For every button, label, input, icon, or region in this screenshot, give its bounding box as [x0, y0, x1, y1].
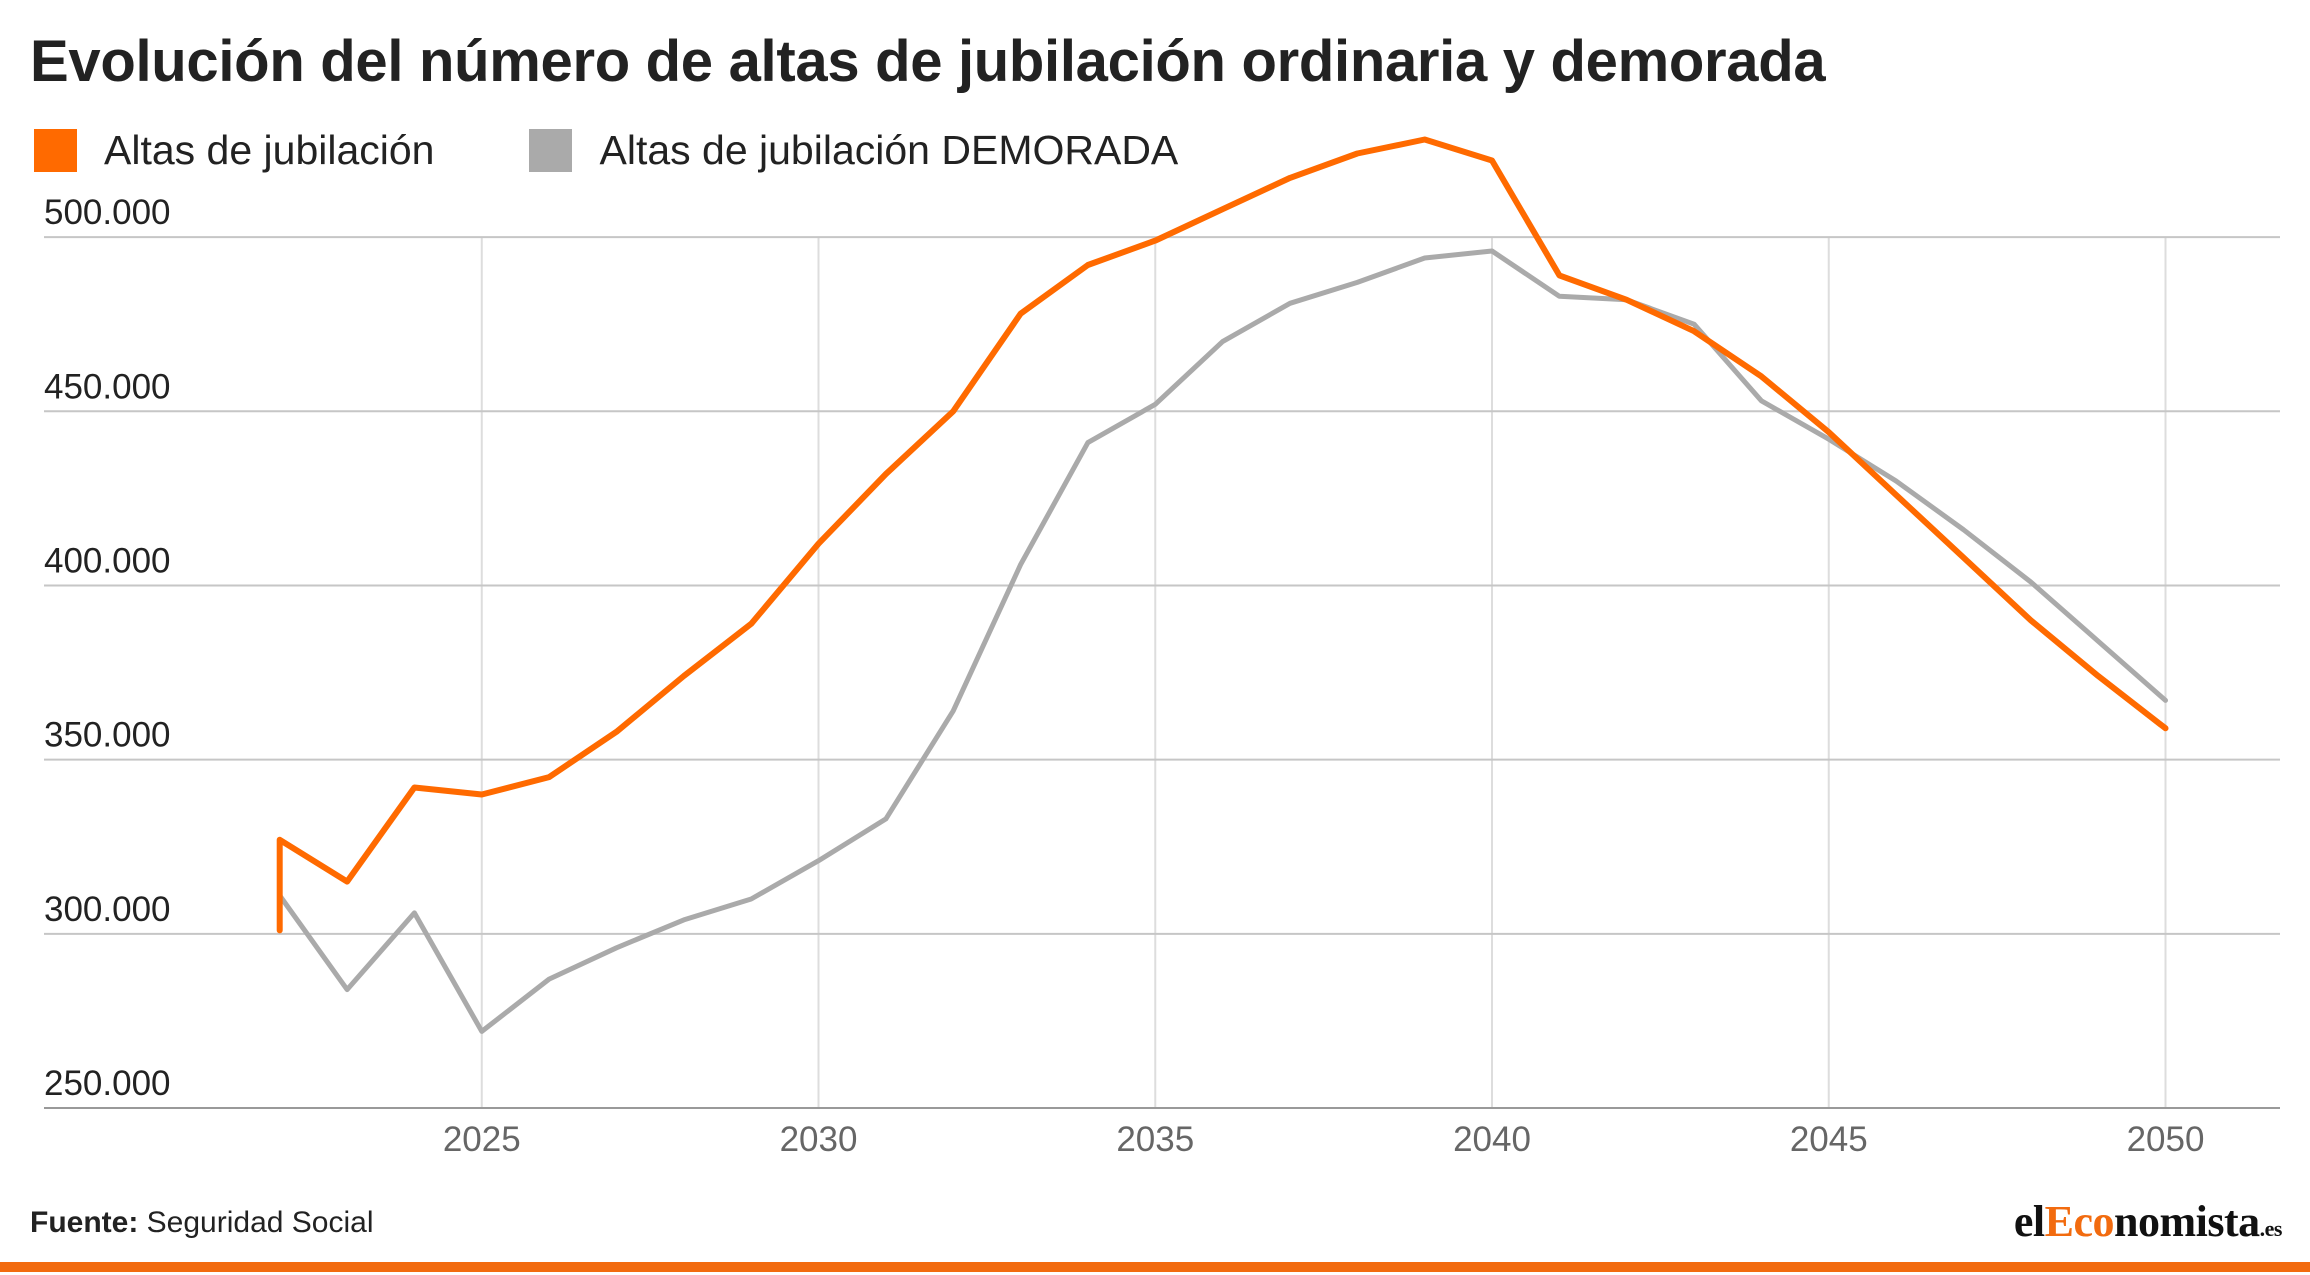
- brand-logo: elEconomista.es: [2013, 1197, 2283, 1246]
- x-tick-label: 2045: [1790, 1120, 1868, 1159]
- x-tick-label: 2030: [780, 1120, 858, 1159]
- source-value: Seguridad Social: [146, 1206, 374, 1239]
- x-tick-label: 2025: [443, 1120, 521, 1159]
- y-tick-label: 500.000: [44, 193, 171, 232]
- x-tick-label: 2040: [1453, 1120, 1531, 1159]
- x-tick-label: 2050: [2127, 1120, 2205, 1159]
- source-key: Fuente:: [30, 1206, 139, 1239]
- chart-title: Evolución del número de altas de jubilac…: [30, 29, 1826, 94]
- legend-swatch-altas: [34, 128, 77, 172]
- source-note: Fuente: Seguridad Social: [30, 1206, 374, 1240]
- y-tick-label: 400.000: [44, 541, 171, 580]
- legend-label-demorada: Altas de jubilación DEMORADA: [599, 126, 1179, 173]
- legend: Altas de jubilación Altas de jubilación …: [34, 120, 1273, 180]
- y-tick-label: 250.000: [44, 1064, 171, 1103]
- y-tick-label: 300.000: [44, 890, 171, 929]
- bottom-accent-bar: [0, 1262, 2310, 1272]
- y-tick-label: 350.000: [44, 716, 171, 755]
- legend-item-demorada: Altas de jubilación DEMORADA: [529, 127, 1178, 174]
- legend-label-altas: Altas de jubilación: [104, 126, 435, 173]
- legend-item-altas: Altas de jubilación: [34, 127, 434, 174]
- x-tick-label: 2035: [1116, 1120, 1194, 1159]
- series-line-altas: [276, 136, 2169, 934]
- legend-swatch-demorada: [529, 128, 573, 172]
- y-tick-label: 450.000: [44, 367, 171, 406]
- series-line-demorada: [277, 248, 2168, 1034]
